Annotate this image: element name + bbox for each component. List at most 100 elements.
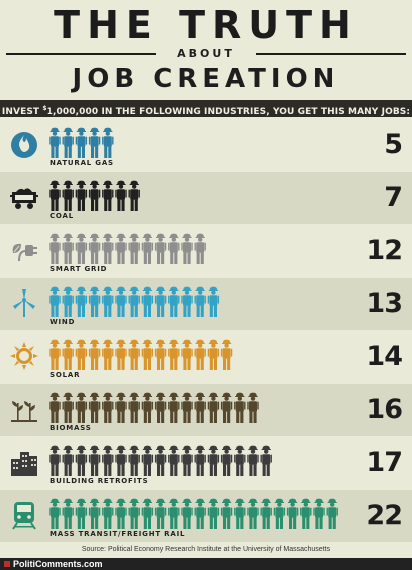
worker-figure: [49, 233, 61, 264]
worker-figure: [154, 392, 167, 423]
worker-figure: [194, 392, 206, 423]
worker-figure: [102, 180, 114, 211]
job-count: 12: [366, 235, 403, 266]
worker-figure: [181, 233, 193, 264]
job-bar: [49, 392, 259, 423]
worker-figure: [115, 498, 127, 529]
source-note: Source: Political Economy Research Insti…: [81, 546, 331, 553]
worker-figure: [128, 286, 140, 317]
worker-figure: [247, 498, 259, 529]
industry-label: SMART GRID: [50, 265, 108, 273]
worker-figure: [128, 498, 140, 529]
worker-figure: [49, 339, 61, 370]
footer-bar: PolitiComments.com: [0, 558, 412, 570]
worker-figure: [194, 286, 206, 317]
worker-figure: [102, 339, 114, 370]
worker-figure: [220, 339, 233, 370]
worker-figure: [207, 498, 220, 529]
job-count: 16: [366, 394, 403, 425]
worker-figure: [128, 180, 140, 211]
brand-square-icon: [4, 561, 10, 567]
worker-figure: [62, 180, 74, 211]
invest-text: 1,000,000 IN THE FOLLOWING INDUSTRIES, Y…: [46, 107, 411, 117]
worker-figure: [115, 286, 127, 317]
worker-figure: [168, 233, 180, 264]
job-count: 14: [366, 341, 403, 372]
industry-row: BIOMASS 16: [0, 384, 412, 436]
worker-figure: [326, 498, 338, 529]
worker-figure: [181, 286, 193, 317]
job-bar: [49, 180, 140, 211]
worker-figure: [194, 339, 206, 370]
worker-figure: [75, 127, 88, 158]
worker-figure: [194, 445, 206, 476]
industry-row: SMART GRID 12: [0, 225, 412, 277]
coal-cart-icon: [9, 182, 39, 212]
worker-figure: [62, 286, 74, 317]
worker-figure: [154, 498, 167, 529]
worker-figure: [115, 233, 127, 264]
worker-figure: [207, 392, 220, 423]
worker-figure: [102, 445, 114, 476]
sun-icon: [9, 341, 39, 371]
worker-figure: [75, 339, 88, 370]
worker-figure: [115, 180, 127, 211]
title-about: ABOUT: [177, 47, 235, 60]
worker-figure: [62, 445, 74, 476]
industry-row: SOLAR 14: [0, 331, 412, 383]
worker-figure: [102, 392, 114, 423]
industry-label: BUILDING RETROFITS: [50, 477, 149, 485]
job-bar: [49, 127, 114, 158]
job-bar: [49, 498, 338, 529]
invest-prefix: INVEST: [1, 107, 43, 117]
worker-figure: [141, 233, 154, 264]
worker-figure: [75, 286, 88, 317]
industry-label: SOLAR: [50, 371, 81, 379]
worker-figure: [49, 180, 61, 211]
worker-figure: [62, 233, 74, 264]
worker-figure: [154, 233, 167, 264]
job-count: 22: [366, 500, 403, 531]
job-count: 7: [384, 182, 403, 213]
worker-figure: [128, 233, 140, 264]
industry-label: BIOMASS: [50, 424, 92, 432]
worker-figure: [88, 286, 101, 317]
worker-figure: [181, 445, 193, 476]
worker-figure: [75, 180, 88, 211]
worker-figure: [220, 392, 233, 423]
industry-label: MASS TRANSIT/FREIGHT RAIL: [50, 530, 186, 538]
worker-figure: [181, 392, 193, 423]
worker-figure: [62, 498, 74, 529]
worker-figure: [49, 286, 61, 317]
page-subtitle: JOB CREATION: [72, 64, 340, 94]
currency-sign: $: [42, 105, 47, 112]
worker-figure: [49, 445, 61, 476]
worker-figure: [194, 498, 206, 529]
worker-figure: [128, 445, 140, 476]
worker-figure: [88, 392, 101, 423]
train-icon: [9, 500, 39, 530]
worker-figure: [141, 392, 154, 423]
worker-figure: [181, 498, 193, 529]
industry-label: WIND: [50, 318, 76, 326]
worker-figure: [49, 392, 61, 423]
invest-banner: INVEST $1,000,000 IN THE FOLLOWING INDUS…: [0, 100, 412, 117]
worker-figure: [168, 445, 180, 476]
plug-icon: [9, 235, 39, 265]
plant-icon: [9, 394, 39, 424]
worker-figure: [88, 180, 101, 211]
worker-figure: [154, 445, 167, 476]
worker-figure: [234, 445, 246, 476]
industry-label: NATURAL GAS: [50, 159, 114, 167]
worker-figure: [62, 392, 74, 423]
worker-figure: [247, 445, 259, 476]
worker-figure: [234, 498, 246, 529]
worker-figure: [102, 127, 114, 158]
worker-figure: [234, 392, 246, 423]
worker-figure: [141, 339, 154, 370]
worker-figure: [75, 445, 88, 476]
page-title: THE TRUTH: [54, 3, 358, 47]
worker-figure: [154, 286, 167, 317]
worker-figure: [273, 498, 286, 529]
worker-figure: [168, 339, 180, 370]
